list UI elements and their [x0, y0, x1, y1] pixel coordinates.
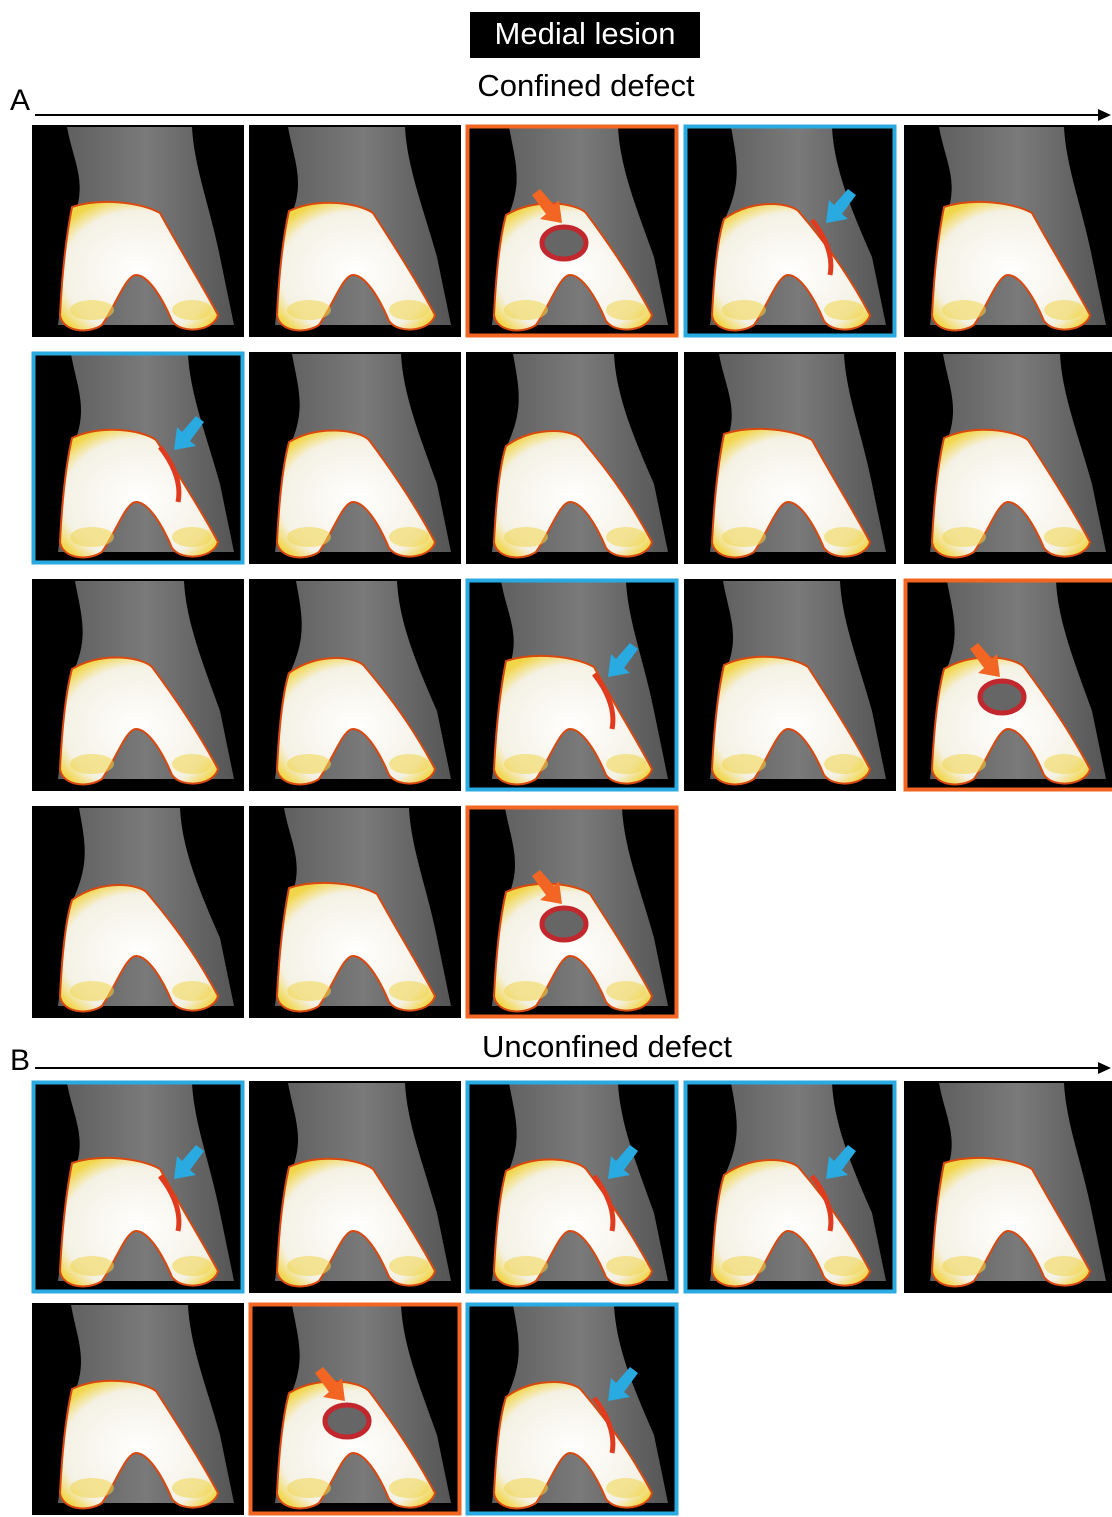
cartilage-spot — [722, 1256, 766, 1276]
cartilage-spot — [606, 981, 646, 1001]
cartilage-spot — [172, 1478, 212, 1498]
cartilage-spot — [942, 1256, 986, 1276]
cartilage-spot — [70, 527, 114, 547]
cartilage-spot — [389, 1256, 429, 1276]
cartilage-spot — [172, 1256, 212, 1276]
cartilage-spot — [824, 754, 864, 774]
panel-caption: Confined defect — [477, 68, 695, 103]
tile — [249, 1081, 461, 1293]
panel-caption: Unconfined defect — [482, 1029, 732, 1064]
cartilage-spot — [287, 527, 331, 547]
cartilage-spot — [70, 1256, 114, 1276]
tile — [32, 125, 244, 337]
cartilage-spot — [606, 1256, 646, 1276]
cartilage-spot — [287, 1478, 331, 1498]
cartilage-spot — [606, 527, 646, 547]
cartilage-spot — [172, 754, 212, 774]
cartilage-spot — [606, 754, 646, 774]
tile — [466, 579, 678, 791]
tile — [249, 125, 461, 337]
cartilage-spot — [504, 1256, 548, 1276]
defect — [542, 908, 586, 940]
tile — [466, 1303, 678, 1515]
tile — [466, 806, 678, 1018]
cartilage-spot — [70, 1478, 114, 1498]
tile — [32, 352, 244, 564]
tile — [904, 579, 1112, 791]
cartilage-spot — [389, 754, 429, 774]
cartilage-spot — [287, 981, 331, 1001]
arrow-head — [1098, 1062, 1111, 1074]
figure-title: Medial lesion — [495, 16, 676, 51]
cartilage-spot — [70, 300, 114, 320]
cartilage-spot — [824, 1256, 864, 1276]
cartilage-spot — [504, 754, 548, 774]
cartilage-spot — [70, 754, 114, 774]
tile — [684, 1081, 896, 1293]
cartilage-spot — [942, 300, 986, 320]
cartilage-spot — [172, 981, 212, 1001]
tile — [684, 579, 896, 791]
cartilage-spot — [287, 754, 331, 774]
cartilage-spot — [722, 754, 766, 774]
cartilage-spot — [1044, 754, 1084, 774]
defect — [542, 227, 586, 259]
tile — [466, 125, 678, 337]
cartilage-spot — [389, 1478, 429, 1498]
cartilage-spot — [287, 1256, 331, 1276]
panel-label: B — [10, 1044, 30, 1077]
cartilage-spot — [389, 981, 429, 1001]
panel-label: A — [10, 84, 30, 117]
defect — [325, 1405, 369, 1437]
cartilage-spot — [504, 300, 548, 320]
cartilage-spot — [504, 981, 548, 1001]
cartilage-spot — [942, 754, 986, 774]
tile — [904, 352, 1112, 564]
tile — [684, 125, 896, 337]
tile — [904, 1081, 1112, 1293]
tile — [32, 579, 244, 791]
cartilage-spot — [722, 300, 766, 320]
cartilage-spot — [1044, 1256, 1084, 1276]
cartilage-spot — [389, 300, 429, 320]
tile — [249, 579, 461, 791]
cartilage-spot — [389, 527, 429, 547]
cartilage-spot — [70, 981, 114, 1001]
cartilage-spot — [172, 527, 212, 547]
defect — [980, 681, 1024, 713]
cartilage-spot — [1044, 300, 1084, 320]
tile — [466, 352, 678, 564]
cartilage-spot — [942, 527, 986, 547]
arrow-head — [1098, 109, 1111, 121]
cartilage-spot — [1044, 527, 1084, 547]
cartilage-spot — [504, 1478, 548, 1498]
tile — [684, 352, 896, 564]
cartilage-spot — [824, 300, 864, 320]
cartilage-spot — [287, 300, 331, 320]
tile — [249, 1303, 461, 1515]
cartilage-spot — [504, 527, 548, 547]
tile — [32, 1303, 244, 1515]
tile — [32, 806, 244, 1018]
tile — [32, 1081, 244, 1293]
cartilage-spot — [824, 527, 864, 547]
cartilage-spot — [606, 1478, 646, 1498]
cartilage-spot — [722, 527, 766, 547]
figure: Medial lesion A Confined defect B Unconf… — [0, 0, 1112, 1517]
tile — [466, 1081, 678, 1293]
tile — [904, 125, 1112, 337]
tile — [249, 806, 461, 1018]
tile-grid — [32, 125, 1112, 1515]
tile — [249, 352, 461, 564]
cartilage-spot — [606, 300, 646, 320]
cartilage-spot — [172, 300, 212, 320]
